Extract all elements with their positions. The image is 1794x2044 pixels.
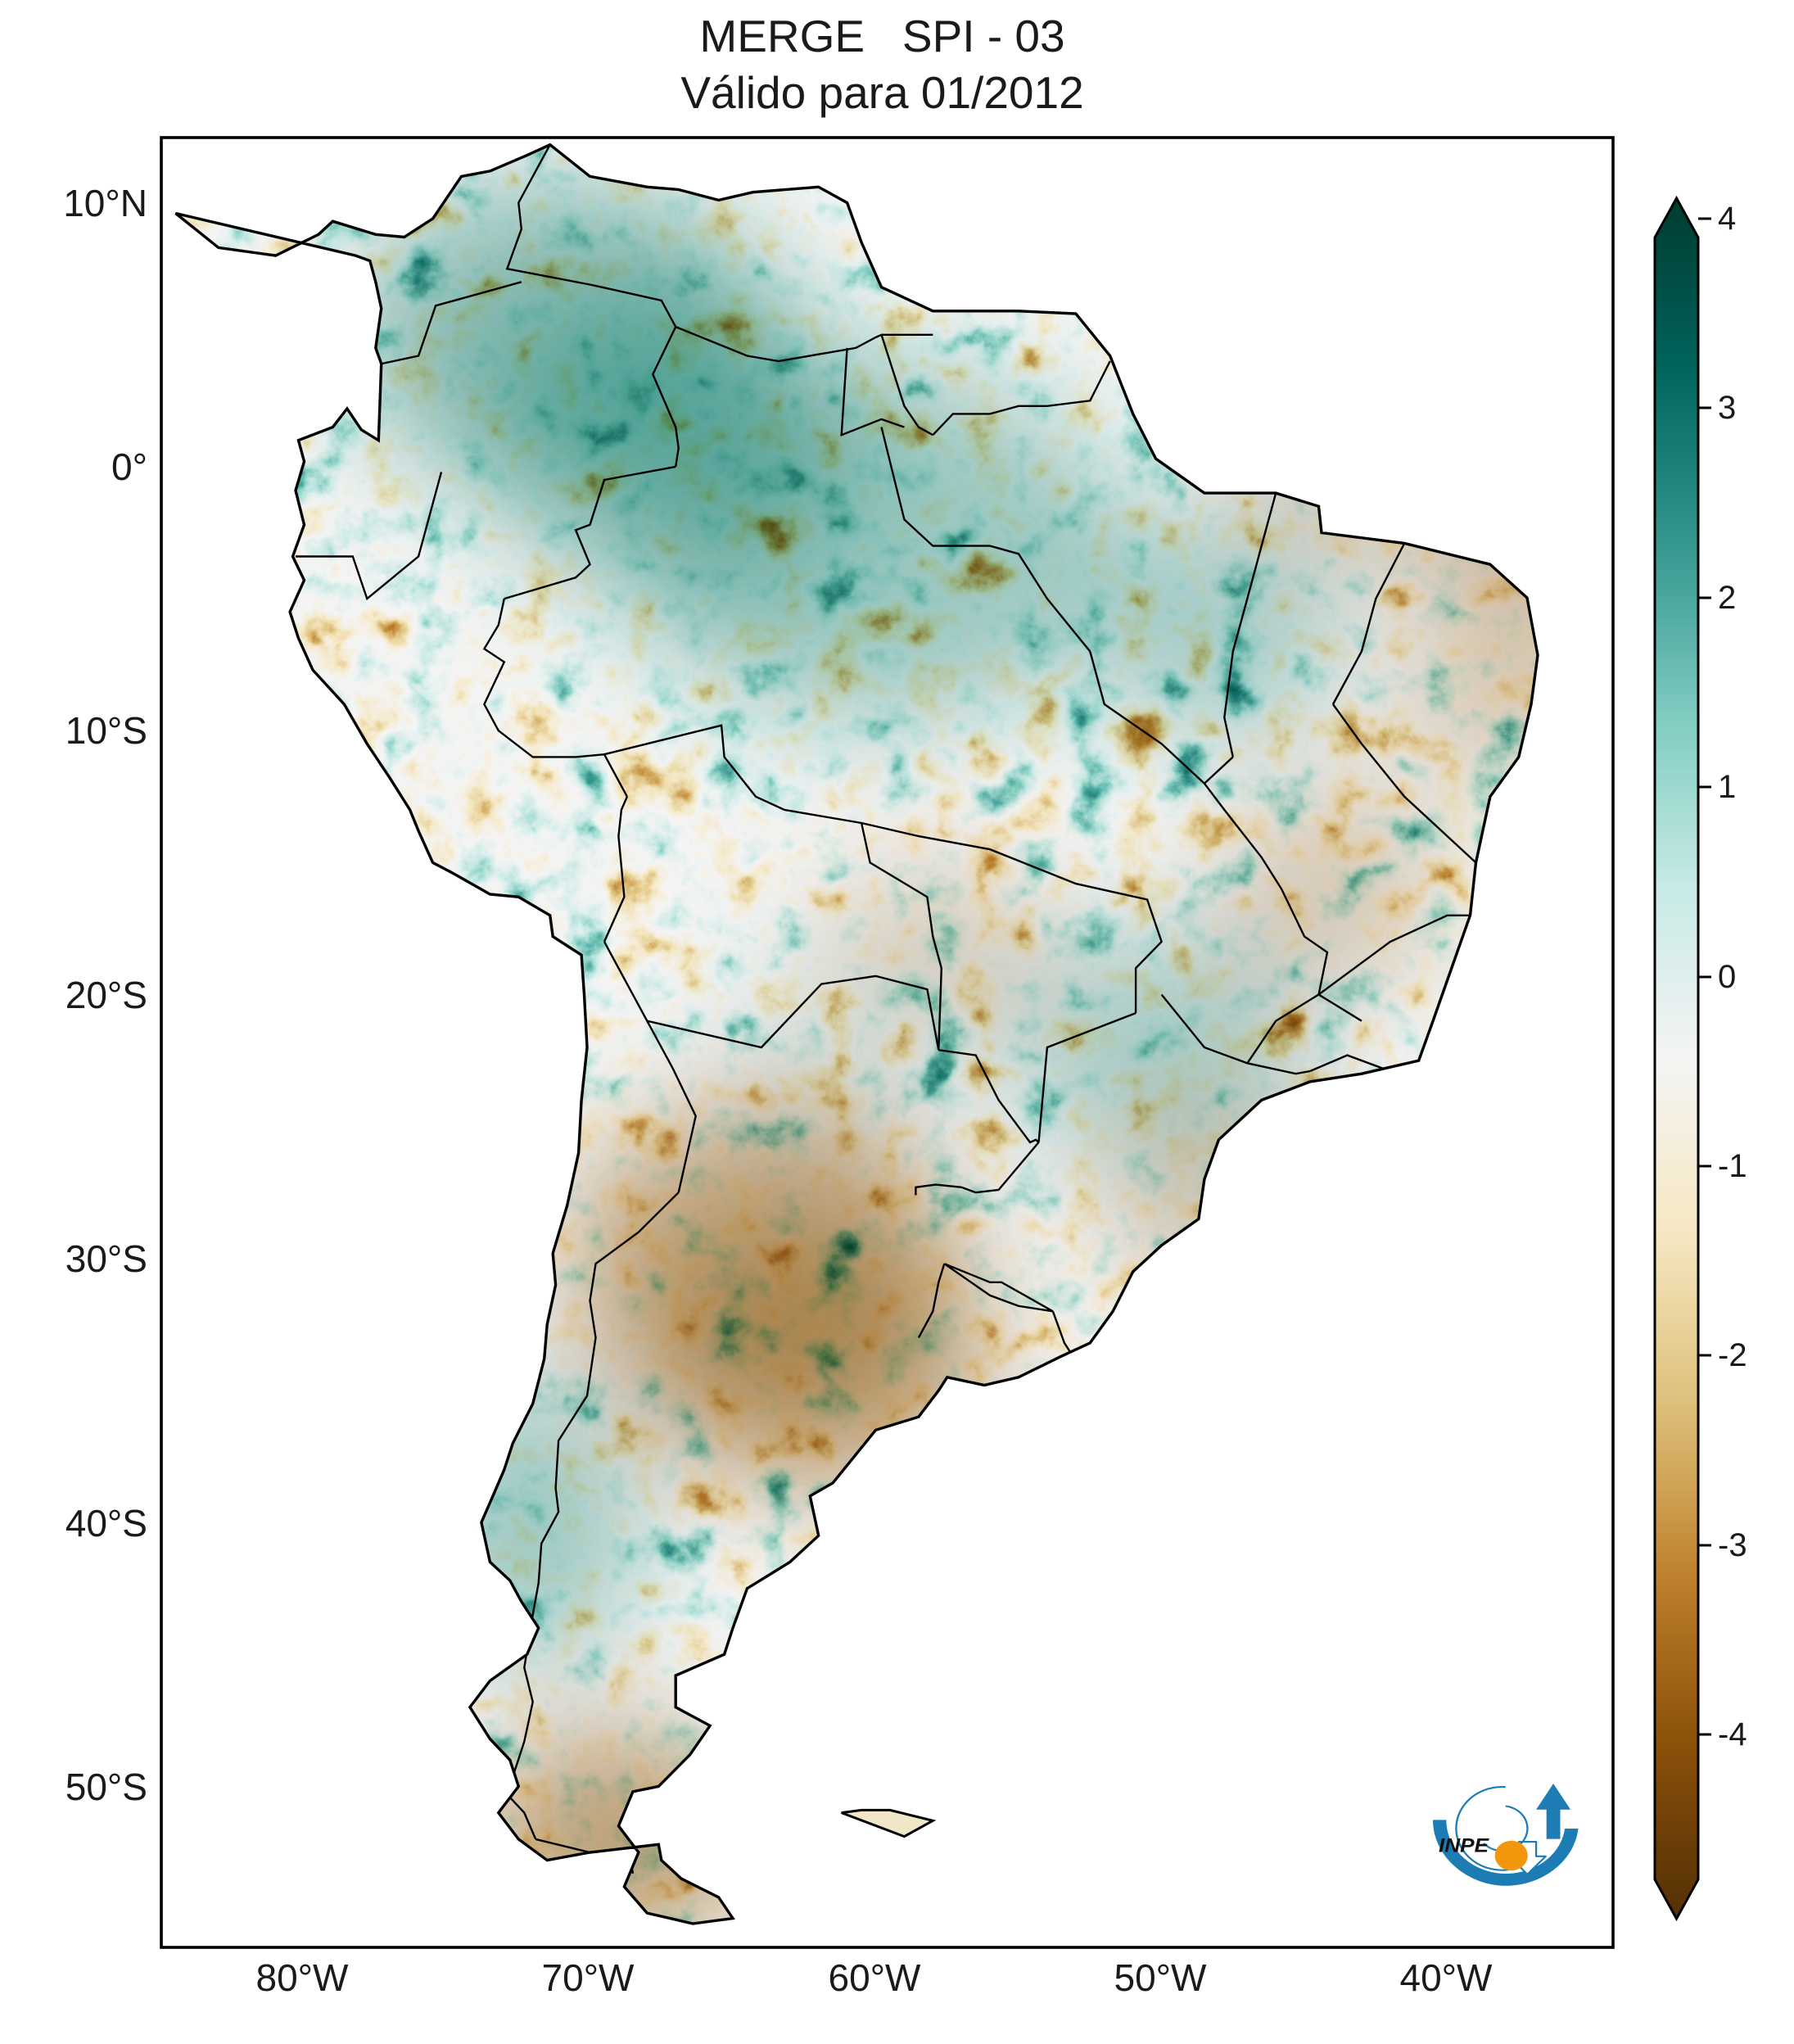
svg-text:INPE: INPE bbox=[1439, 1835, 1489, 1857]
